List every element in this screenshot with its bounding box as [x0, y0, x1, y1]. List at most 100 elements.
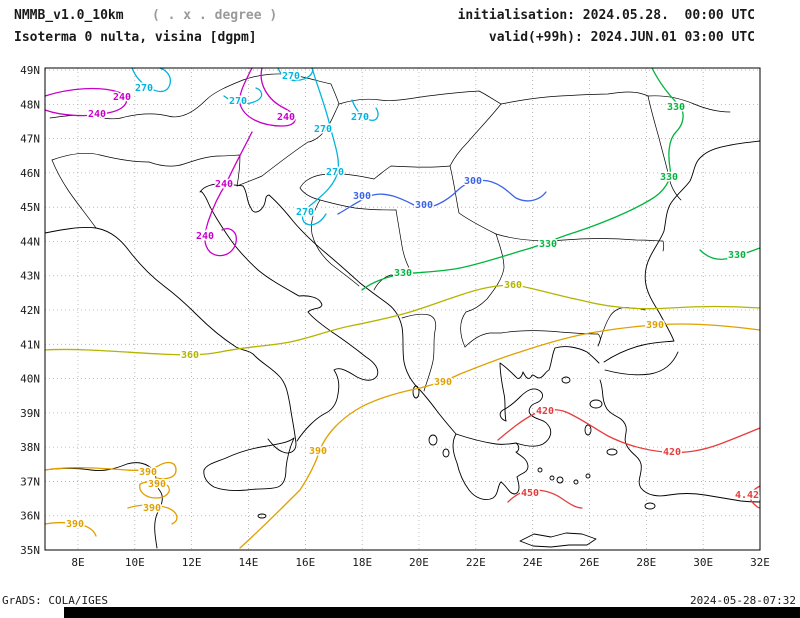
- border-bosnia-north: [319, 199, 397, 211]
- y-tick-label: 40N: [20, 373, 40, 386]
- contour-value-label: 330: [394, 268, 412, 279]
- map-frame: [44, 67, 761, 551]
- contour-value-label: 450: [521, 488, 539, 499]
- contour-value-label: 270: [229, 96, 247, 107]
- resolution-note: ( . x . degree ): [152, 8, 278, 23]
- y-tick-label: 41N: [20, 338, 40, 351]
- border-switzerland-south: [51, 153, 150, 163]
- contour-value-label: 390: [66, 519, 84, 530]
- contour-lines: [44, 67, 761, 549]
- contour-value-label: 300: [415, 200, 433, 211]
- island-corfu: [412, 385, 420, 399]
- contour-390-loop-a: [44, 461, 177, 480]
- y-tick-label: 35N: [20, 544, 40, 557]
- coast-marmara-blacksea: [603, 140, 761, 363]
- contour-240-c: [204, 131, 253, 257]
- contour-value-label: 360: [504, 280, 522, 291]
- contour-value-label: 390: [309, 446, 327, 457]
- border-bosnia-west: [311, 199, 360, 287]
- contour-labels: 240 240 240 240 240 270 270 270 270 270 270 270 300 3…: [64, 70, 760, 532]
- creation-timestamp: 2024-05-28-07:32: [690, 594, 796, 607]
- y-tick-label: 44N: [20, 235, 40, 248]
- init-time-label: initialisation: 2024.05.28. 00:00 UTC: [457, 8, 755, 23]
- border-albania: [401, 313, 437, 392]
- border-serbia-bulgaria: [460, 233, 505, 348]
- border-austria-slovenia: [236, 103, 340, 187]
- border-hungary-slovakia: [338, 90, 502, 105]
- island-chios: [584, 424, 592, 436]
- x-tick-label: 28E: [636, 556, 656, 569]
- x-tick-label: 16E: [295, 556, 315, 569]
- coast-attica-evia: [499, 388, 552, 447]
- contour-value-label: 270: [351, 112, 369, 123]
- contour-390-loop-b: [139, 480, 170, 499]
- border-danube-romania-bulgaria: [449, 165, 665, 252]
- y-tick-label: 42N: [20, 304, 40, 317]
- valid-time-label: valid(+99h): 2024.JUN.01 03:00 UTC: [488, 30, 755, 45]
- contour-value-label: 360: [181, 350, 199, 361]
- bottom-black-bar: [64, 607, 800, 618]
- x-tick-label: 8E: [71, 556, 84, 569]
- x-tick-label: 30E: [693, 556, 713, 569]
- grads-credit: GrADS: COLA/IGES: [2, 594, 108, 607]
- y-tick-label: 48N: [20, 98, 40, 111]
- border-france-italy: [51, 159, 97, 229]
- contour-value-label: 330: [728, 250, 746, 261]
- island-limnos: [561, 376, 571, 384]
- contour-value-label: 300: [353, 191, 371, 202]
- border-hungary-romania: [449, 103, 502, 167]
- island-cyclades-4: [585, 473, 591, 479]
- contour-390-loop-c: [127, 504, 178, 525]
- x-tick-label: 24E: [523, 556, 543, 569]
- coast-peloponnese: [452, 433, 529, 501]
- border-romania-ukraine-moldova: [500, 91, 682, 201]
- contour-value-label: 420: [536, 406, 554, 417]
- contour-value-label: 330: [667, 102, 685, 113]
- contour-value-label: 390: [139, 467, 157, 478]
- coast-tunisia: [44, 462, 163, 549]
- contour-390-loop-d: [44, 521, 97, 537]
- coast-italy-east: [199, 183, 379, 442]
- island-cyclades-1: [537, 467, 543, 473]
- contour-value-label: 240: [113, 92, 131, 103]
- y-tick-label: 43N: [20, 270, 40, 283]
- contour-360-a: [44, 284, 761, 356]
- x-tick-label: 32E: [750, 556, 770, 569]
- border-moldova-ukraine: [647, 95, 731, 113]
- contour-330-a: [361, 67, 684, 291]
- contour-270-d: [301, 67, 340, 226]
- island-rhodes: [644, 502, 656, 510]
- contour-450-a: [507, 489, 583, 509]
- contour-value-label: 240: [215, 179, 233, 190]
- contour-270-e: [351, 99, 379, 121]
- island-cyclades-3: [573, 479, 579, 485]
- field-title: Isoterma 0 nulta, visina [dgpm]: [14, 30, 257, 45]
- contour-420-a: [497, 409, 761, 454]
- y-tick-label: 46N: [20, 167, 40, 180]
- coast-greece-north: [499, 346, 600, 422]
- contour-450-b: [749, 485, 761, 509]
- island-zakynthos: [442, 448, 450, 458]
- y-tick-label: 38N: [20, 441, 40, 454]
- x-tick-label: 22E: [466, 556, 486, 569]
- y-tick-label: 39N: [20, 407, 40, 420]
- x-tick-label: 18E: [352, 556, 372, 569]
- contour-value-label: 270: [296, 207, 314, 218]
- y-tick-label: 37N: [20, 475, 40, 488]
- country-borders: [49, 73, 731, 392]
- contour-value-label: 300: [464, 176, 482, 187]
- contour-value-label: 270: [282, 71, 300, 82]
- grid-layer: 8E 10E 12E 14E 16E 18E 20E 22E 24E 26E 28E 30E 32E 49…: [20, 64, 770, 569]
- contour-value-label: 270: [326, 167, 344, 178]
- contour-value-label: 330: [539, 239, 557, 250]
- coast-italy-west: [44, 227, 297, 454]
- contour-value-label: 240: [196, 231, 214, 242]
- island-cyclades-2: [549, 475, 555, 481]
- border-hungary-serbia-croatia: [299, 165, 451, 201]
- contour-value-label: 240: [277, 112, 295, 123]
- border-germany-austria: [120, 79, 244, 119]
- x-tick-label: 26E: [580, 556, 600, 569]
- contour-value-label: 270: [135, 83, 153, 94]
- coast-sicily: [203, 437, 295, 491]
